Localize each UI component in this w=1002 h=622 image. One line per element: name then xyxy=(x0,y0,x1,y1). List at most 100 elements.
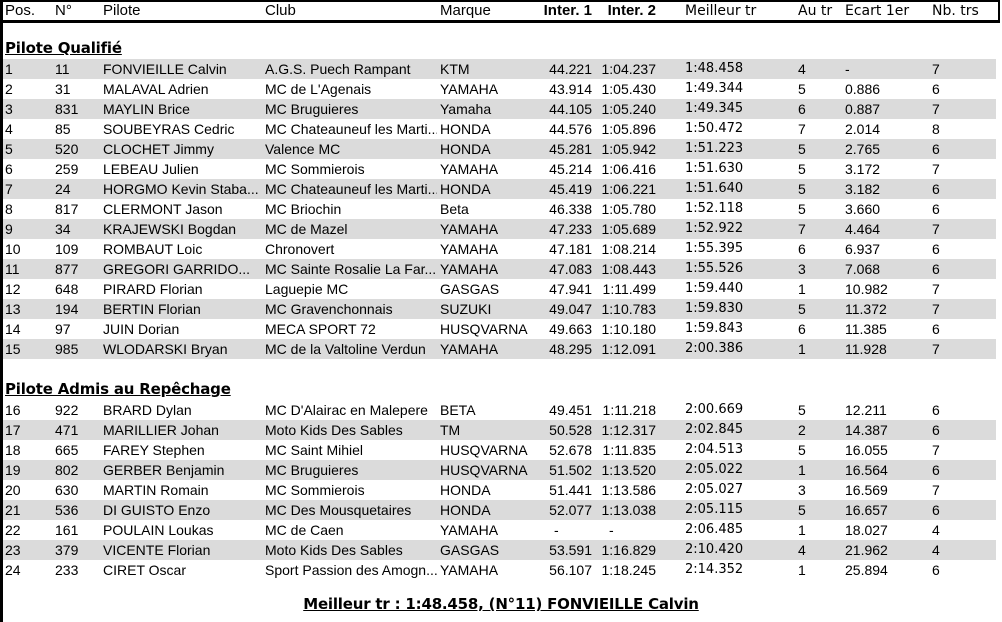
cell-ecart: 3.660 xyxy=(845,201,881,217)
cell-pilote: CIRET Oscar xyxy=(103,562,186,578)
cell-autr: 7 xyxy=(798,221,806,237)
cell-inter1: 53.591 xyxy=(549,542,592,558)
cell-meilleur: 1:51.640 xyxy=(685,181,744,196)
section-rows: 16 922 BRARD Dylan MC D'Alairac en Malepere… xyxy=(0,400,996,580)
cell-pos: 23 xyxy=(5,542,21,558)
cell-club: MC Saint Mihiel xyxy=(265,442,364,458)
cell-meilleur: 1:59.440 xyxy=(685,281,744,296)
header-rule xyxy=(0,20,998,23)
table-row: 20 630 MARTIN Romain MC Sommierois HONDA 51.4… xyxy=(0,480,996,500)
cell-nbtrs: 6 xyxy=(932,81,940,97)
cell-nbtrs: 6 xyxy=(932,562,940,578)
cell-num: 817 xyxy=(55,201,79,217)
cell-inter2: 1:12.317 xyxy=(601,422,657,438)
cell-ecart: 10.982 xyxy=(845,281,888,297)
cell-meilleur: 2:00.669 xyxy=(685,402,744,417)
cell-meilleur: 2:05.115 xyxy=(685,502,744,517)
cell-pos: 2 xyxy=(5,81,13,97)
cell-inter2: 1:13.520 xyxy=(601,462,657,478)
cell-pos: 7 xyxy=(5,181,13,197)
cell-num: 31 xyxy=(55,81,71,97)
table-row: 22 161 POULAIN Loukas MC de Caen YAMAHA - - 2:0… xyxy=(0,520,996,540)
cell-inter1: 45.419 xyxy=(549,181,592,197)
cell-marque: HONDA xyxy=(440,482,491,498)
cell-pos: 1 xyxy=(5,61,13,77)
cell-pos: 16 xyxy=(5,402,21,418)
cell-club: Chronovert xyxy=(265,241,335,257)
cell-marque: GASGAS xyxy=(440,281,500,297)
cell-autr: 6 xyxy=(798,241,806,257)
column-header-ecart: Ecart 1er xyxy=(845,3,910,19)
cell-inter2: 1:05.689 xyxy=(601,221,657,237)
cell-num: 109 xyxy=(55,241,79,257)
cell-num: 630 xyxy=(55,482,79,498)
cell-ecart: 0.887 xyxy=(845,101,881,117)
cell-meilleur: 2:04.513 xyxy=(685,442,744,457)
cell-club: MC Briochin xyxy=(265,201,342,217)
cell-club: MC Des Mousquetaires xyxy=(265,502,412,518)
cell-marque: HONDA xyxy=(440,181,491,197)
cell-club: Moto Kids Des Sables xyxy=(265,422,403,438)
cell-club: MECA SPORT 72 xyxy=(265,321,376,337)
cell-ecart: 6.937 xyxy=(845,241,881,257)
cell-inter1: 46.338 xyxy=(549,201,592,217)
cell-inter2: - xyxy=(609,522,614,538)
left-edge-bar xyxy=(0,0,3,622)
cell-meilleur: 1:51.630 xyxy=(685,161,744,176)
cell-marque: KTM xyxy=(440,61,470,77)
section-rows: 1 11 FONVIEILLE Calvin A.G.S. Puech Rampant… xyxy=(0,59,996,359)
table-row: 24 233 CIRET Oscar Sport Passion des Amogn.… xyxy=(0,560,996,580)
cell-marque: HONDA xyxy=(440,121,491,137)
table-row: 3 831 MAYLIN Brice MC Bruguieres Yamaha 44.10… xyxy=(0,99,996,119)
cell-marque: HUSQVARNA xyxy=(440,462,528,478)
cell-pos: 22 xyxy=(5,522,21,538)
cell-autr: 5 xyxy=(798,402,806,418)
cell-pos: 12 xyxy=(5,281,21,297)
cell-meilleur: 2:10.420 xyxy=(685,542,744,557)
cell-inter1: 51.441 xyxy=(549,482,592,498)
cell-pilote: FAREY Stephen xyxy=(103,442,205,458)
cell-nbtrs: 6 xyxy=(932,321,940,337)
cell-ecart: 16.564 xyxy=(845,462,888,478)
cell-pilote: JUIN Dorian xyxy=(103,321,180,337)
cell-pos: 10 xyxy=(5,241,21,257)
cell-inter2: 1:05.240 xyxy=(601,101,657,117)
cell-num: 802 xyxy=(55,462,79,478)
cell-marque: HONDA xyxy=(440,502,491,518)
cell-inter1: 56.107 xyxy=(549,562,592,578)
table-row: 17 471 MARILLIER Johan Moto Kids Des Sables… xyxy=(0,420,996,440)
cell-meilleur: 1:50.472 xyxy=(685,121,744,136)
cell-autr: 1 xyxy=(798,341,806,357)
cell-pos: 5 xyxy=(5,141,13,157)
cell-marque: Beta xyxy=(440,201,469,217)
cell-marque: GASGAS xyxy=(440,542,500,558)
cell-inter1: 47.083 xyxy=(549,261,592,277)
cell-pos: 4 xyxy=(5,121,13,137)
cell-club: A.G.S. Puech Rampant xyxy=(265,61,411,77)
cell-autr: 1 xyxy=(798,462,806,478)
cell-autr: 5 xyxy=(798,301,806,317)
column-header-club: Club xyxy=(265,2,296,19)
cell-nbtrs: 7 xyxy=(932,161,940,177)
cell-meilleur: 1:52.118 xyxy=(685,201,744,216)
cell-autr: 3 xyxy=(798,482,806,498)
cell-num: 831 xyxy=(55,101,79,117)
cell-pilote: DI GUISTO Enzo xyxy=(103,502,211,518)
cell-inter2: 1:04.237 xyxy=(601,61,657,77)
cell-meilleur: 1:52.922 xyxy=(685,221,744,236)
cell-inter1: 43.914 xyxy=(549,81,592,97)
cell-club: MC Bruguieres xyxy=(265,101,359,117)
cell-autr: 5 xyxy=(798,181,806,197)
cell-inter2: 1:18.245 xyxy=(601,562,657,578)
cell-marque: HUSQVARNA xyxy=(440,442,528,458)
cell-pos: 14 xyxy=(5,321,21,337)
cell-club: MC Sommierois xyxy=(265,482,365,498)
cell-inter2: 1:06.416 xyxy=(601,161,657,177)
section-title: Pilote Qualifié xyxy=(5,39,122,57)
cell-club: Sport Passion des Amogn... xyxy=(265,562,437,578)
cell-meilleur: 2:02.845 xyxy=(685,422,744,437)
cell-inter2: 1:11.218 xyxy=(602,402,656,418)
cell-autr: 6 xyxy=(798,101,806,117)
cell-nbtrs: 7 xyxy=(932,101,940,117)
cell-ecart: 16.569 xyxy=(845,482,888,498)
